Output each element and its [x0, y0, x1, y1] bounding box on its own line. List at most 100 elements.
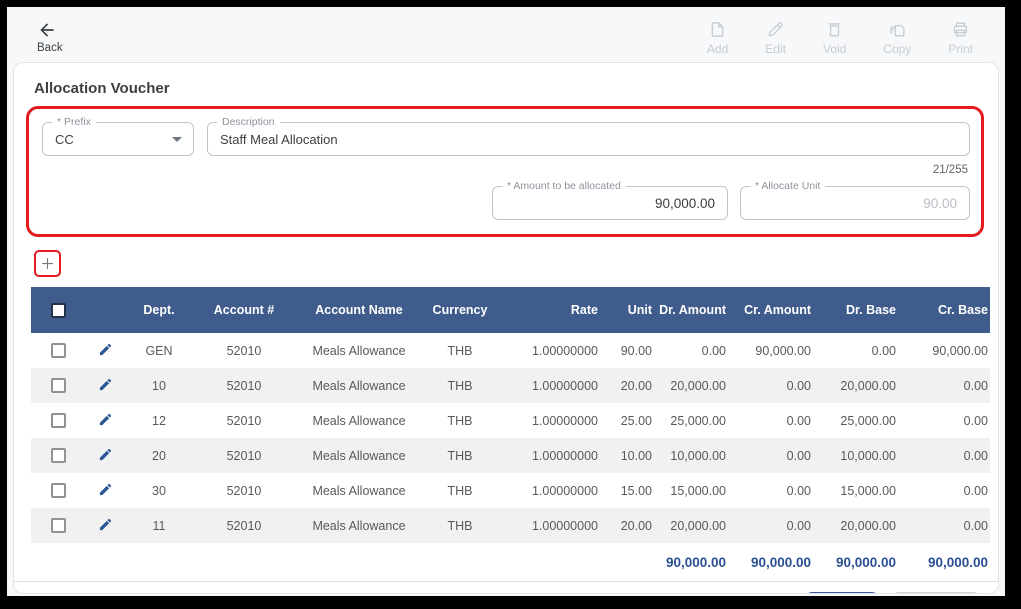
cell-dr-amount: 15,000.00 — [670, 483, 726, 498]
amounts-row: * Amount to be allocated 90,000.00 * All… — [42, 180, 970, 220]
cell-dept: 30 — [152, 483, 166, 498]
cell-account: 52010 — [226, 343, 262, 358]
allocate-unit-label: * Allocate Unit — [750, 180, 826, 192]
add-row-highlight-annotation — [34, 250, 61, 277]
allocate-unit-value: 90.00 — [923, 195, 957, 211]
col-dr-base: Dr. Base — [845, 303, 896, 317]
row-checkbox[interactable] — [51, 378, 66, 394]
add-label: Add — [706, 42, 729, 56]
cell-cr-amount: 0.00 — [786, 483, 811, 498]
edit-row-icon[interactable] — [98, 517, 113, 532]
cell-account: 52010 — [226, 378, 262, 393]
edit-button[interactable]: Edit — [765, 20, 786, 56]
prefix-select[interactable]: * Prefix CC — [42, 116, 194, 156]
cell-account-name: Meals Allowance — [312, 518, 406, 533]
allocation-table: Dept. Account # Account Name Currency Ra… — [31, 287, 990, 581]
description-field[interactable]: Description Staff Meal Allocation — [207, 116, 970, 156]
table-header: Dept. Account # Account Name Currency Ra… — [31, 287, 990, 333]
row-checkbox[interactable] — [51, 413, 66, 429]
top-toolbar: Back Add Edit — [7, 7, 1005, 62]
edit-label: Edit — [765, 42, 786, 56]
app-screen: Back Add Edit — [7, 7, 1005, 596]
col-dept: Dept. — [143, 303, 175, 317]
row-checkbox[interactable] — [51, 448, 66, 464]
cell-dept: 10 — [152, 378, 166, 393]
form-fields-row: * Prefix CC Description Staff Meal Alloc… — [42, 116, 970, 156]
table-totals: 90,000.00 90,000.00 90,000.00 90,000.00 — [31, 543, 990, 581]
edit-row-icon[interactable] — [98, 447, 113, 462]
allocate-unit-field: * Allocate Unit 90.00 — [740, 180, 970, 220]
table-row: GEN 52010 Meals Allowance THB 1.00000000… — [31, 333, 990, 368]
cell-cr-base: 90,000.00 — [932, 343, 988, 358]
cell-unit: 25.00 — [620, 413, 652, 428]
edit-row-icon[interactable] — [98, 342, 113, 357]
col-rate: Rate — [570, 303, 598, 317]
total-dr-base: 90,000.00 — [835, 554, 896, 570]
table-row: 10 52010 Meals Allowance THB 1.00000000 … — [31, 368, 990, 403]
card-footer: SAVE CANCEL — [14, 581, 998, 593]
toolbar-actions: Add Edit Void — [707, 20, 973, 56]
amount-label: * Amount to be allocated — [502, 180, 626, 192]
edit-row-icon[interactable] — [98, 482, 113, 497]
table-row: 11 52010 Meals Allowance THB 1.00000000 … — [31, 508, 990, 543]
add-row-button[interactable] — [36, 252, 59, 275]
col-account-name: Account Name — [315, 303, 403, 317]
cell-unit: 20.00 — [620, 518, 652, 533]
cell-dept: 12 — [152, 413, 166, 428]
select-all-checkbox[interactable] — [51, 302, 66, 318]
description-label: Description — [217, 116, 280, 128]
cell-cr-amount: 90,000.00 — [755, 343, 811, 358]
table-row: 12 52010 Meals Allowance THB 1.00000000 … — [31, 403, 990, 438]
cell-currency: THB — [447, 343, 473, 358]
description-char-counter: 21/255 — [932, 164, 968, 176]
prefix-value: CC — [55, 131, 74, 147]
void-button[interactable]: Void — [823, 20, 846, 56]
cell-rate: 1.00000000 — [531, 378, 598, 393]
cell-dr-base: 20,000.00 — [840, 378, 896, 393]
cell-dept: 20 — [152, 448, 166, 463]
void-trash-icon — [828, 23, 841, 37]
cell-rate: 1.00000000 — [531, 483, 598, 498]
save-button[interactable]: SAVE — [804, 592, 880, 593]
cell-rate: 1.00000000 — [531, 343, 598, 358]
row-checkbox[interactable] — [51, 483, 66, 499]
cell-account-name: Meals Allowance — [312, 413, 406, 428]
row-checkbox[interactable] — [51, 343, 66, 359]
edit-row-icon[interactable] — [98, 412, 113, 427]
table-row: 30 52010 Meals Allowance THB 1.00000000 … — [31, 473, 990, 508]
cell-account: 52010 — [226, 518, 262, 533]
copy-button[interactable]: Copy — [883, 20, 911, 56]
cell-rate: 1.00000000 — [531, 448, 598, 463]
add-row-area — [34, 250, 998, 277]
page-title: Allocation Voucher — [34, 80, 170, 97]
cell-dr-amount: 25,000.00 — [670, 413, 726, 428]
edit-row-icon[interactable] — [98, 377, 113, 392]
cancel-button[interactable]: CANCEL — [892, 592, 980, 593]
cell-dr-amount: 20,000.00 — [670, 378, 726, 393]
cell-currency: THB — [447, 483, 473, 498]
col-dr-amount: Dr. Amount — [659, 303, 726, 317]
allocation-table-wrap: Dept. Account # Account Name Currency Ra… — [31, 287, 990, 581]
add-button[interactable]: Add — [707, 20, 728, 56]
cell-cr-amount: 0.00 — [786, 413, 811, 428]
row-checkbox[interactable] — [51, 518, 66, 534]
cell-dr-amount: 10,000.00 — [670, 448, 726, 463]
add-document-icon — [711, 22, 724, 37]
cell-dr-amount: 20,000.00 — [670, 518, 726, 533]
cell-rate: 1.00000000 — [531, 413, 598, 428]
print-button[interactable]: Print — [948, 20, 973, 56]
amount-value: 90,000.00 — [654, 195, 715, 211]
cell-cr-base: 0.00 — [963, 448, 988, 463]
cell-unit: 10.00 — [620, 448, 652, 463]
amount-to-be-allocated-field[interactable]: * Amount to be allocated 90,000.00 — [492, 180, 728, 220]
col-currency: Currency — [432, 303, 488, 317]
cell-dr-amount: 0.00 — [701, 343, 726, 358]
totals-row: 90,000.00 90,000.00 90,000.00 90,000.00 — [31, 543, 990, 581]
arrow-back-icon — [40, 23, 54, 37]
total-dr-amount: 90,000.00 — [665, 554, 726, 570]
cell-currency: THB — [447, 518, 473, 533]
col-account: Account # — [213, 303, 275, 317]
back-button[interactable]: Back — [37, 20, 63, 54]
cell-dr-base: 20,000.00 — [840, 518, 896, 533]
table-row: 20 52010 Meals Allowance THB 1.00000000 … — [31, 438, 990, 473]
